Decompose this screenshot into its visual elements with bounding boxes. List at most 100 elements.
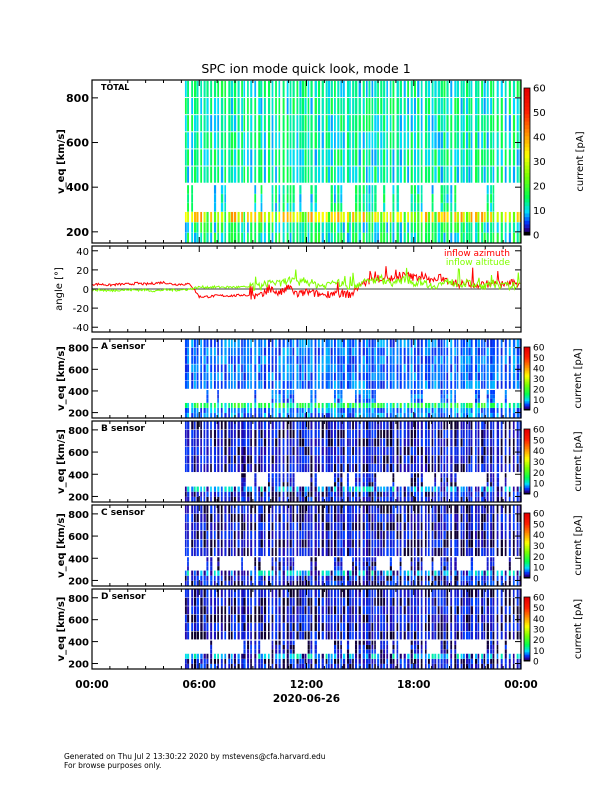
heatmap-cell	[517, 373, 519, 381]
heatmap-cell	[386, 212, 388, 222]
heatmap-cell	[310, 399, 312, 403]
heatmap-cell	[368, 185, 370, 194]
heatmap-cell	[366, 581, 368, 586]
heatmap-cell	[247, 348, 249, 356]
heatmap-cell	[411, 408, 413, 413]
heatmap-cell	[417, 408, 419, 413]
heatmap-cell	[241, 576, 243, 581]
heatmap-cell	[247, 654, 249, 659]
heatmap-cell	[513, 548, 515, 556]
heatmap-cell	[374, 390, 376, 394]
heatmap-cell	[224, 659, 226, 664]
heatmap-cell	[414, 399, 416, 403]
heatmap-cell	[191, 548, 193, 556]
heatmap-cell	[383, 339, 385, 347]
heatmap-cell	[315, 478, 317, 482]
heatmap-cell	[450, 531, 452, 539]
heatmap-cell	[425, 522, 427, 530]
heatmap-cell	[185, 212, 187, 222]
heatmap-cell	[363, 364, 365, 372]
heatmap-cell	[247, 222, 249, 232]
heatmap-cell	[228, 430, 230, 438]
heatmap-cell	[441, 390, 443, 394]
heatmap-cell	[231, 381, 233, 389]
heatmap-cell	[392, 482, 394, 486]
heatmap-cell	[505, 447, 507, 455]
y-tick-label: -20	[73, 304, 89, 315]
heatmap-cell	[290, 413, 292, 418]
heatmap-cell	[221, 222, 223, 232]
heatmap-cell	[197, 487, 199, 492]
heatmap-cell	[380, 233, 382, 243]
heatmap-cell	[328, 438, 330, 446]
heatmap-cell	[366, 233, 368, 243]
heatmap-cell	[283, 132, 285, 148]
heatmap-cell	[322, 447, 324, 455]
heatmap-cell	[238, 438, 240, 446]
heatmap-cell	[231, 348, 233, 356]
heatmap-cell	[417, 390, 419, 394]
heatmap-cell	[490, 482, 492, 486]
heatmap-cell	[400, 222, 402, 232]
heatmap-cell	[340, 399, 342, 403]
heatmap-cell	[308, 421, 310, 429]
heatmap-cell	[315, 403, 317, 408]
heatmap-cell	[404, 581, 406, 586]
heatmap-cell	[443, 438, 445, 446]
heatmap-cell	[191, 492, 193, 497]
heatmap-cell	[392, 403, 394, 408]
heatmap-cell	[315, 203, 317, 212]
heatmap-cell	[355, 394, 357, 398]
heatmap-cell	[238, 447, 240, 455]
heatmap-cell	[254, 645, 256, 649]
heatmap-cell	[340, 576, 342, 581]
heatmap-cell	[509, 403, 511, 408]
heatmap-cell	[471, 557, 473, 561]
heatmap-cell	[352, 413, 354, 418]
heatmap-cell	[450, 403, 452, 408]
heatmap-cell	[411, 212, 413, 222]
heatmap-cell	[383, 413, 385, 418]
heatmap-cell	[417, 557, 419, 561]
heatmap-cell	[194, 447, 196, 455]
heatmap-cell	[228, 413, 230, 418]
heatmap-cell	[446, 430, 448, 438]
heatmap-cell	[326, 212, 328, 222]
heatmap-cell	[243, 548, 245, 556]
heatmap-cell	[517, 548, 519, 556]
heatmap-cell	[386, 421, 388, 429]
heatmap-cell	[322, 408, 324, 413]
heatmap-cell	[352, 497, 354, 502]
heatmap-cell	[417, 212, 419, 222]
heatmap-cell	[454, 373, 456, 381]
heatmap-cell	[191, 464, 193, 472]
heatmap-cell	[290, 348, 292, 356]
heatmap-cell	[238, 487, 240, 492]
heatmap-cell	[505, 548, 507, 556]
heatmap-cell	[497, 464, 499, 472]
heatmap-cell	[261, 615, 263, 623]
heatmap-cell	[210, 149, 212, 165]
heatmap-cell	[261, 447, 263, 455]
heatmap-cell	[191, 408, 193, 413]
heatmap-cell	[493, 478, 495, 482]
heatmap-cell	[340, 381, 342, 389]
heatmap-cell	[187, 548, 189, 556]
heatmap-cell	[441, 394, 443, 398]
heatmap-cell	[383, 505, 385, 513]
heatmap-cell	[191, 497, 193, 502]
heatmap-cell	[191, 222, 193, 232]
heatmap-cell	[200, 664, 202, 669]
heatmap-cell	[481, 413, 483, 418]
heatmap-cell	[187, 356, 189, 364]
heatmap-cell	[328, 364, 330, 372]
heatmap-cell	[308, 539, 310, 547]
heatmap-cell	[359, 390, 361, 394]
heatmap-cell	[481, 581, 483, 586]
heatmap-cell	[234, 654, 236, 659]
heatmap-cell	[441, 576, 443, 581]
heatmap-cell	[505, 482, 507, 486]
heatmap-cell	[187, 413, 189, 418]
heatmap-cell	[343, 233, 345, 243]
